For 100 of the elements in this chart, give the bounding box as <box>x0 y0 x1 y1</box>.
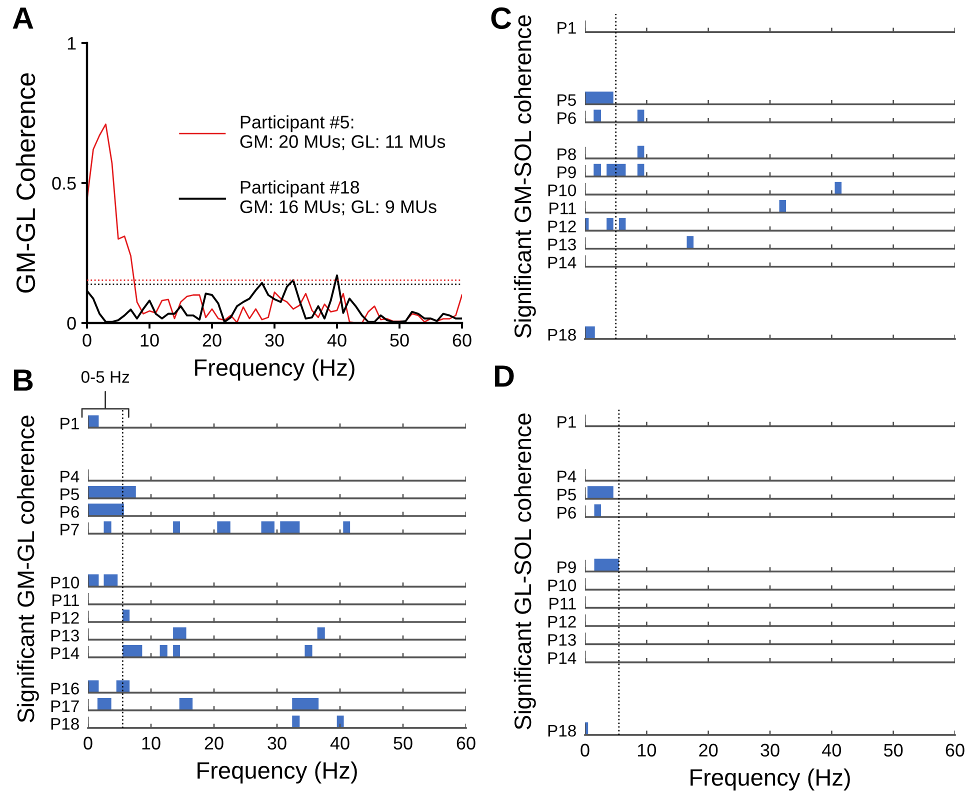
text: 0-5 Hz <box>81 371 130 383</box>
y-tick-label: P14 <box>548 652 576 664</box>
bar <box>173 521 180 534</box>
bar <box>594 110 602 122</box>
bar <box>637 110 644 122</box>
y-tick-label: P13 <box>548 238 576 250</box>
x-tick-label: 20 <box>699 744 718 757</box>
y-axis-title: Significant GM-SOL coherence <box>514 15 536 338</box>
x-tick-label: 60 <box>946 744 964 757</box>
y-tick-label: P6 <box>60 506 79 518</box>
y-tick-label: P10 <box>51 576 80 588</box>
bar <box>343 521 350 534</box>
y-tick-label: P5 <box>558 488 576 500</box>
bar <box>618 218 626 231</box>
y-tick-label: P9 <box>558 166 576 178</box>
y-axis-title: Significant GL-SOL coherence <box>514 414 536 730</box>
y-tick-label: P18 <box>548 724 576 737</box>
bar <box>336 716 344 728</box>
y-tick-label: P13 <box>548 634 576 646</box>
x-tick-label: 50 <box>394 736 412 750</box>
x-tick-label: 60 <box>456 736 476 750</box>
y-tick-label: P12 <box>548 220 576 232</box>
y-tick-label: P8 <box>558 148 576 160</box>
bar <box>173 627 186 640</box>
bar <box>104 521 112 534</box>
y-tick-label: P13 <box>51 630 79 642</box>
x-tick-label: 60 <box>452 334 472 347</box>
x-tick-label: 20 <box>202 334 222 347</box>
y-tick-label: P17 <box>51 700 79 712</box>
y-axis-title: GM-GL Coherence <box>16 73 36 293</box>
x-axis-title: Frequency (Hz) <box>198 762 357 784</box>
bar <box>217 521 230 534</box>
x-tick-label: 0 <box>84 736 92 750</box>
y-tick-label: P1 <box>558 22 576 34</box>
bar <box>122 644 142 658</box>
bar <box>104 574 118 587</box>
y-tick-label: P14 <box>51 647 80 659</box>
x-tick-label: 30 <box>760 744 780 757</box>
y-tick-label: P10 <box>548 184 576 196</box>
x-tick-label: 10 <box>638 744 656 757</box>
x-tick-label: 30 <box>265 334 284 347</box>
bar <box>317 627 325 640</box>
bar <box>594 164 602 176</box>
x-tick-label: 10 <box>142 736 160 750</box>
x-tick-label: 40 <box>330 736 350 750</box>
x-tick-label: 0 <box>82 334 92 347</box>
x-tick-label: 40 <box>327 334 346 347</box>
bar <box>97 698 112 710</box>
y-tick-label: 0 <box>67 316 76 330</box>
bar <box>179 698 193 710</box>
y-tick-label: P11 <box>550 598 576 610</box>
x-axis-title: Frequency (Hz) <box>195 358 354 381</box>
x-tick-label: 10 <box>140 334 159 347</box>
bar <box>606 218 614 231</box>
chart-title: C <box>491 7 512 29</box>
y-tick-label: P18 <box>548 328 576 341</box>
bar <box>585 92 614 104</box>
bar <box>292 698 319 710</box>
y-tick-label: P11 <box>550 202 576 214</box>
bar <box>173 644 180 658</box>
bar <box>304 644 312 658</box>
bar <box>88 486 136 498</box>
bar <box>88 504 124 516</box>
y-axis-title: Significant GM-GL coherence <box>16 416 39 722</box>
y-tick-label: P4 <box>558 470 576 482</box>
y-tick-label: P12 <box>548 616 576 628</box>
bar <box>779 200 786 213</box>
y-tick-label: P16 <box>51 682 79 694</box>
y-tick-label: 1 <box>68 37 76 50</box>
x-tick-label: 50 <box>390 334 409 347</box>
bar <box>686 236 694 249</box>
x-tick-label: 40 <box>822 744 842 757</box>
y-tick-label: P9 <box>558 561 576 574</box>
x-tick-label: 0 <box>580 744 590 757</box>
x-tick-label: 50 <box>884 744 903 757</box>
chart-title: D <box>495 366 514 387</box>
y-tick-label: P1 <box>558 416 576 428</box>
x-tick-label: 20 <box>204 736 224 750</box>
legend-label: Participant #18 GM: 16 MUs; GL: 9 MUs <box>240 180 436 216</box>
y-tick-label: P10 <box>548 580 576 592</box>
x-axis-title: Frequency (Hz) <box>690 768 850 791</box>
y-tick-label: P14 <box>548 256 576 268</box>
y-tick-label: P6 <box>558 506 576 519</box>
y-tick-label: P6 <box>558 112 576 124</box>
y-tick-label: P12 <box>51 612 79 624</box>
y-tick-label: P4 <box>60 470 80 482</box>
x-tick-label: 30 <box>268 736 286 750</box>
legend-label: Participant #5: GM: 20 MUs; GL: 11 MUs <box>240 115 446 150</box>
chart-title: A <box>12 8 34 29</box>
y-tick-label: 0.5 <box>52 176 76 190</box>
y-tick-label: P11 <box>52 594 79 606</box>
y-tick-label: P7 <box>60 524 79 536</box>
bar <box>261 521 274 534</box>
bar <box>160 644 168 658</box>
y-tick-label: P5 <box>558 94 576 106</box>
y-tick-label: P5 <box>60 488 79 500</box>
bar <box>280 521 300 534</box>
y-tick-label: P18 <box>51 718 79 730</box>
y-tick-label: P1 <box>60 418 79 430</box>
bar <box>292 716 300 728</box>
